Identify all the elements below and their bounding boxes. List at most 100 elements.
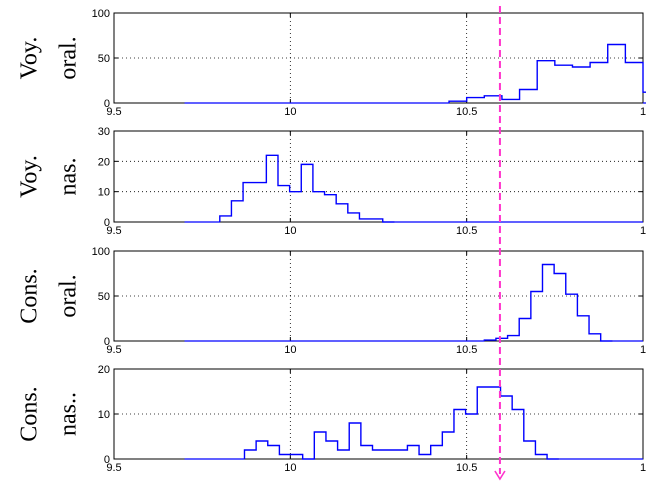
x-tick-label: 9.5 (106, 225, 121, 237)
y-tick-label: 100 (92, 8, 110, 20)
histogram-bar (535, 455, 547, 460)
y-tick-label: 30 (98, 126, 110, 138)
histogram-bar (290, 192, 302, 222)
histogram-bar (220, 216, 232, 222)
histogram-bar (314, 432, 326, 459)
histogram-bar (501, 396, 513, 459)
histogram-bar (326, 441, 338, 459)
histogram-bar (555, 65, 573, 103)
histogram-bar (520, 90, 538, 104)
x-tick-label: 1 (640, 462, 646, 474)
y-tick-label: 100 (92, 246, 110, 258)
histogram-bar (384, 450, 396, 459)
histogram-bar (554, 274, 566, 342)
y-tick-label: 0 (104, 98, 110, 110)
histogram-bar (313, 192, 325, 222)
histogram-bar (244, 450, 256, 459)
y-tick-label: 0 (104, 336, 110, 348)
histogram-bar (524, 441, 536, 459)
histogram-bar (625, 63, 643, 104)
y-tick-label: 50 (98, 291, 110, 303)
y-tick-label: 20 (98, 364, 110, 376)
histogram-bar (477, 387, 489, 459)
histogram-bar (496, 338, 508, 341)
x-tick-label: 9.5 (106, 462, 121, 474)
y-tick-label: 20 (98, 156, 110, 168)
histogram-bar (502, 99, 520, 103)
x-tick-label: 1 (640, 225, 646, 237)
histogram-bar (454, 410, 466, 460)
histogram-bar (467, 98, 485, 103)
histogram-bar (231, 201, 243, 222)
histogram-bar (256, 441, 268, 459)
histogram-bar (338, 450, 350, 459)
histogram-bar (431, 446, 443, 460)
histogram-bar (519, 319, 531, 342)
histogram-bar (572, 67, 590, 103)
x-tick-label: 10 (284, 225, 296, 237)
histogram-bar (301, 164, 313, 222)
histogram-series (219, 154, 395, 223)
histogram-bar (396, 450, 408, 459)
axes-box (113, 130, 644, 223)
y-axis-label-line: oral. (56, 274, 82, 317)
x-tick-label: 10.5 (456, 225, 477, 237)
histogram-bar (590, 63, 608, 104)
chart-panel-4: 0 10 20 9.5 10 10.5 1 Cons. nas.. (17, 364, 646, 474)
histogram-bar (266, 155, 278, 222)
x-tick-label: 9.5 (106, 106, 121, 118)
histogram-bar (268, 446, 280, 460)
histogram-bar (537, 61, 555, 103)
y-tick-label: 0 (104, 454, 110, 466)
x-tick-label: 1 (640, 106, 646, 118)
chart-panel-1: 0 50 100 9.5 10 10.5 1 Voy. oral. (17, 8, 646, 118)
histogram-bar (243, 183, 255, 222)
histogram-bar (349, 423, 361, 459)
histogram-bar (577, 316, 589, 341)
histogram-bar (348, 213, 360, 222)
x-tick-label: 10 (284, 462, 296, 474)
histogram-bar (542, 265, 554, 342)
threshold-arrowhead (494, 470, 506, 481)
histogram-bar (325, 195, 337, 222)
histogram-bar (278, 186, 290, 222)
chart-panel-3: 0 50 100 9.5 10 10.5 1 Cons. oral. (17, 246, 646, 356)
histogram-bar (255, 183, 267, 222)
y-axis-label-line: nas. (56, 158, 82, 196)
histogram-bar (442, 432, 454, 459)
x-tick-label: 10.5 (456, 106, 477, 118)
histogram-bar (466, 414, 478, 459)
histogram-series (483, 263, 613, 342)
y-axis-label-line: Cons. (17, 386, 43, 441)
histogram-bar (512, 410, 524, 460)
y-tick-label: 0 (104, 217, 110, 229)
histogram-bar (371, 219, 383, 222)
x-tick-label: 10.5 (456, 344, 477, 356)
histogram-bar (508, 336, 520, 341)
y-axis-label-line: oral. (56, 36, 82, 79)
histogram-bar (359, 219, 371, 222)
histogram-bar (531, 292, 543, 342)
y-tick-label: 10 (98, 187, 110, 199)
x-tick-label: 10 (284, 106, 296, 118)
histogram-bar (361, 446, 373, 460)
histogram-bar (279, 455, 291, 460)
histogram-bar (407, 446, 419, 460)
x-tick-label: 1 (640, 344, 646, 356)
y-tick-label: 50 (98, 53, 110, 65)
chart-panel-2: 0 10 20 30 9.5 10 10.5 1 Voy. nas. (17, 126, 646, 237)
y-axis-label-line: Voy. (17, 37, 43, 80)
histogram-bar (489, 387, 501, 459)
y-axis-label-line: Voy. (17, 155, 43, 198)
histogram-series (243, 386, 559, 460)
histogram-series (448, 43, 646, 103)
histogram-bar (449, 101, 467, 103)
histogram-bar (336, 204, 348, 222)
y-axis-label-line: nas.. (56, 392, 82, 436)
histogram-bar (419, 455, 431, 460)
y-axis-label-line: Cons. (17, 268, 43, 323)
histogram-bar (608, 45, 626, 104)
y-tick-label: 10 (98, 409, 110, 421)
x-tick-label: 10 (284, 344, 296, 356)
